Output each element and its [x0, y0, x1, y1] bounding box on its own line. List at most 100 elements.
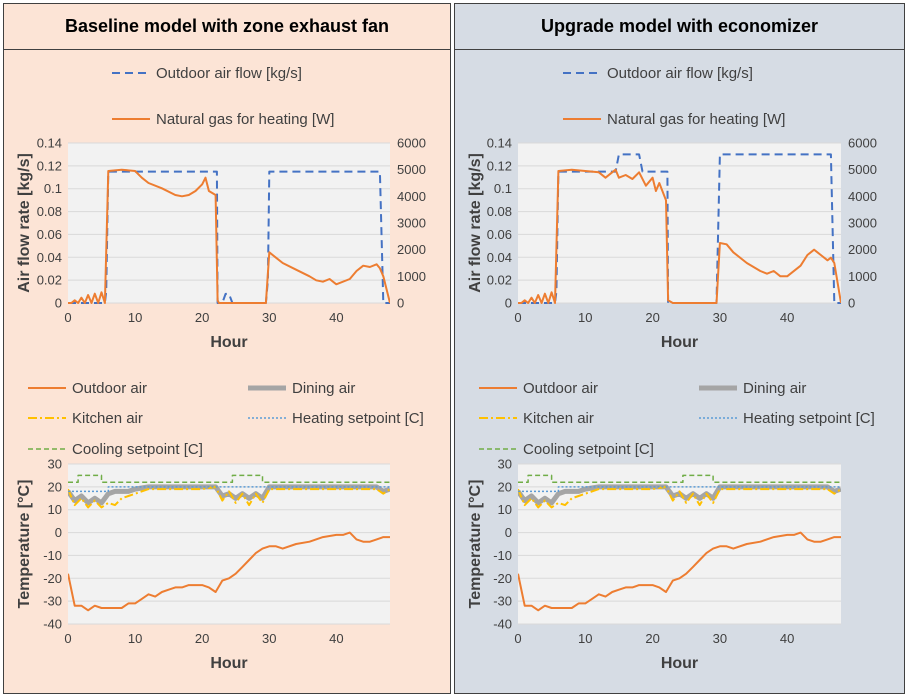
series-line-kitchen-air	[518, 485, 841, 509]
legend-label: Outdoor air	[523, 380, 598, 397]
y-tick-label: -10	[493, 548, 512, 563]
x-tick-label: 40	[329, 310, 343, 325]
y-tick-label: 0.12	[37, 158, 62, 173]
series-line-cooling-setpoint-c	[68, 474, 390, 484]
y-tick-label: 0.1	[494, 181, 512, 196]
y-tick-label: 0	[505, 525, 512, 540]
y2-tick-label: 6000	[397, 136, 426, 151]
x-tick-label: 10	[578, 631, 592, 646]
series-line-heating-setpoint-c	[68, 486, 390, 493]
y-tick-label: 0.04	[487, 250, 512, 265]
x-tick-label: 30	[713, 310, 727, 325]
y-tick-label: 10	[498, 502, 512, 517]
x-tick-label: 40	[780, 310, 794, 325]
legend-label: Cooling setpoint [C]	[72, 441, 203, 458]
y-tick-label: 0	[505, 296, 512, 311]
legend-label: Outdoor air	[72, 380, 147, 397]
series-group	[518, 153, 841, 304]
x-tick-label: 0	[64, 310, 71, 325]
series-line-cooling-setpoint-c	[518, 474, 841, 484]
legend-label: Kitchen air	[523, 410, 594, 427]
y-axis-label: Air flow rate [kg/s]	[16, 153, 33, 293]
baseline-panel: Baseline model with zone exhaust fan 0 0.…	[3, 3, 451, 694]
plot-area	[518, 143, 841, 303]
legend-label: Outdoor air flow [kg/s]	[156, 65, 302, 82]
series-line-outdoor-air	[518, 531, 841, 612]
y-tick-label: 0.02	[37, 273, 62, 288]
x-tick-label: 20	[645, 310, 659, 325]
y2-tick-label: 1000	[397, 269, 426, 284]
x-tick-label: 10	[128, 310, 142, 325]
x-axis-label: Hour	[210, 655, 247, 672]
y-tick-label: 0.08	[487, 204, 512, 219]
y-tick-label: 0.06	[487, 227, 512, 242]
y-tick-label: 0.14	[37, 136, 62, 151]
panel-title: Baseline model with zone exhaust fan	[4, 4, 450, 50]
series-group	[518, 474, 841, 612]
y2-tick-label: 3000	[397, 216, 426, 231]
x-axis-label: Hour	[210, 334, 247, 351]
x-tick-label: 30	[713, 631, 727, 646]
legend-label: Heating setpoint [C]	[743, 410, 875, 427]
upgrade-charts: 0 0.02 0.04 0.06 0.08 0.1 0.12 0.14 0 10 20 30 40 0 10…	[467, 65, 877, 672]
x-tick-label: 10	[578, 310, 592, 325]
legend-label: Kitchen air	[72, 410, 143, 427]
y-tick-label: 0.02	[487, 273, 512, 288]
x-tick-label: 0	[514, 310, 521, 325]
x-tick-label: 40	[780, 631, 794, 646]
legend-label: Dining air	[292, 380, 355, 397]
series-line-kitchen-air	[68, 485, 390, 509]
series-line-outdoor-air-flow-kg-s	[518, 153, 841, 304]
series-group	[68, 474, 390, 612]
x-tick-label: 20	[195, 631, 209, 646]
series-line-outdoor-air	[68, 531, 390, 612]
y-tick-label: 20	[48, 479, 62, 494]
legend-label: Heating setpoint [C]	[292, 410, 424, 427]
legend-label: Outdoor air flow [kg/s]	[607, 65, 753, 82]
y-tick-label: -40	[43, 617, 62, 632]
y-tick-label: 0.04	[37, 250, 62, 265]
y-tick-label: -40	[493, 617, 512, 632]
y2-tick-label: 0	[397, 296, 404, 311]
y-tick-label: -20	[43, 571, 62, 586]
y2-tick-label: 2000	[397, 242, 426, 257]
x-axis-label: Hour	[661, 334, 698, 351]
y-tick-label: -30	[493, 594, 512, 609]
y-tick-label: -20	[493, 571, 512, 586]
upgrade-panel: Upgrade model with economizer 0 0.02 0.04 0…	[454, 3, 905, 694]
y-axis-label: Air flow rate [kg/s]	[467, 153, 484, 293]
legend-label: Cooling setpoint [C]	[523, 441, 654, 458]
x-tick-label: 0	[514, 631, 521, 646]
y-tick-label: 0.06	[37, 227, 62, 242]
y-tick-label: 0.1	[44, 181, 62, 196]
x-tick-label: 0	[64, 631, 71, 646]
y-tick-label: 0.12	[487, 158, 512, 173]
y-tick-label: 0.14	[487, 136, 512, 151]
y-tick-label: -10	[43, 548, 62, 563]
y-tick-label: 0.08	[37, 204, 62, 219]
y2-tick-label: 6000	[848, 136, 877, 151]
legend-label: Natural gas for heating [W]	[156, 111, 334, 128]
y2-tick-label: 2000	[848, 242, 877, 257]
y2-tick-label: 4000	[397, 189, 426, 204]
y-tick-label: -30	[43, 594, 62, 609]
panel-title: Upgrade model with economizer	[455, 4, 904, 50]
series-group	[68, 168, 390, 304]
legend-label: Natural gas for heating [W]	[607, 111, 785, 128]
y2-tick-label: 0	[848, 296, 855, 311]
series-line-dining-air	[68, 484, 390, 506]
y2-tick-label: 5000	[397, 162, 426, 177]
y-tick-label: 10	[48, 502, 62, 517]
y-tick-label: 30	[498, 457, 512, 472]
series-line-heating-setpoint-c	[518, 486, 841, 493]
y-axis-label: Temperature [°C]	[16, 480, 33, 609]
y-tick-label: 20	[498, 479, 512, 494]
y2-tick-label: 5000	[848, 162, 877, 177]
series-line-natural-gas-for-heating-w	[518, 168, 841, 304]
series-line-natural-gas-for-heating-w	[68, 168, 390, 304]
x-axis-label: Hour	[661, 655, 698, 672]
y-tick-label: 30	[48, 457, 62, 472]
x-tick-label: 20	[645, 631, 659, 646]
x-tick-label: 10	[128, 631, 142, 646]
baseline-charts: 0 0.02 0.04 0.06 0.08 0.1 0.12 0.14 0 10 20 30 40 0 10…	[16, 65, 426, 672]
